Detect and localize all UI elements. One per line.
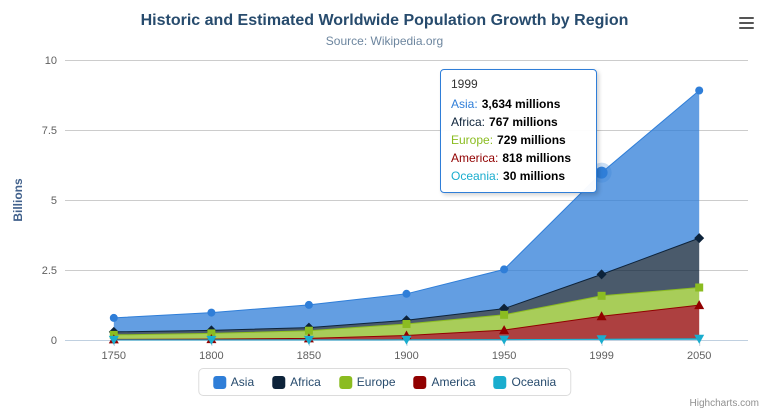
y-axis-title: Billions <box>11 178 25 222</box>
svg-text:2.5: 2.5 <box>42 265 57 277</box>
chart-subtitle: Source: Wikipedia.org <box>325 34 444 48</box>
legend-label-europe: Europe <box>356 375 396 389</box>
chart-title: Historic and Estimated Worldwide Populat… <box>140 12 629 29</box>
tooltip: 1999 Asia: 3,634 millions Africa: 767 mill… <box>440 69 597 193</box>
legend-symbol-africa <box>272 375 286 389</box>
series-oceania[interactable] <box>108 334 705 345</box>
svg-text:1750: 1750 <box>102 350 126 362</box>
series-europe[interactable] <box>109 283 704 340</box>
legend-item-europe[interactable]: Europe <box>338 375 396 389</box>
hamburger-menu-icon <box>734 16 758 29</box>
svg-text:1999: 1999 <box>589 350 613 362</box>
tooltip-series-value: 729 millions <box>497 133 566 147</box>
legend-symbol-america <box>413 375 427 389</box>
tooltip-row: Oceania: 30 millions <box>451 167 586 185</box>
legend-label-america: America <box>431 375 476 389</box>
svg-text:2050: 2050 <box>687 350 711 362</box>
svg-text:5: 5 <box>51 195 57 207</box>
svg-text:1850: 1850 <box>297 350 321 362</box>
tooltip-series-name: Europe: <box>451 133 494 147</box>
tooltip-series-value: 767 millions <box>489 115 558 129</box>
svg-text:10: 10 <box>45 55 57 67</box>
tooltip-series-value: 3,634 millions <box>481 97 561 111</box>
tooltip-series-name: Africa: <box>451 115 486 129</box>
legend-label-asia: Asia <box>230 375 255 389</box>
tooltip-series-name: America: <box>451 151 499 165</box>
tooltip-series-value: 818 millions <box>502 151 572 165</box>
tooltip-row: Africa: 767 millions <box>451 113 586 131</box>
svg-text:1900: 1900 <box>394 350 418 362</box>
svg-text:1950: 1950 <box>492 350 516 362</box>
y-axis-labels: 0 2.5 5 7.5 10 <box>42 55 57 347</box>
export-menu-button[interactable] <box>734 11 758 31</box>
tooltip-series-name: Asia: <box>451 97 478 111</box>
legend-symbol-oceania <box>493 375 507 389</box>
legend-label-africa: Africa <box>290 375 321 389</box>
legend-label-oceania: Oceania <box>511 375 557 389</box>
legend-item-africa[interactable]: Africa <box>272 375 321 389</box>
svg-text:7.5: 7.5 <box>42 125 57 137</box>
legend-item-asia[interactable]: Asia <box>212 375 255 389</box>
legend: Asia Africa Europe America Oceania <box>197 368 572 396</box>
tooltip-series-name: Oceania: <box>451 169 500 183</box>
tooltip-header: 1999 <box>451 77 478 91</box>
legend-item-america[interactable]: America <box>413 375 476 389</box>
credits-link[interactable]: Highcharts.com <box>689 398 759 409</box>
tooltip-row: Europe: 729 millions <box>451 131 586 149</box>
svg-text:0: 0 <box>51 335 57 347</box>
x-axis-labels: 1750 1800 1850 1900 1950 1999 2050 <box>102 350 712 362</box>
legend-symbol-europe <box>338 375 352 389</box>
legend-symbol-asia <box>212 375 226 389</box>
legend-item-oceania[interactable]: Oceania <box>493 375 557 389</box>
tooltip-row: America: 818 millions <box>451 149 586 167</box>
tooltip-row: Asia: 3,634 millions <box>451 95 586 113</box>
svg-text:1800: 1800 <box>199 350 223 362</box>
tooltip-series-value: 30 millions <box>503 169 566 183</box>
